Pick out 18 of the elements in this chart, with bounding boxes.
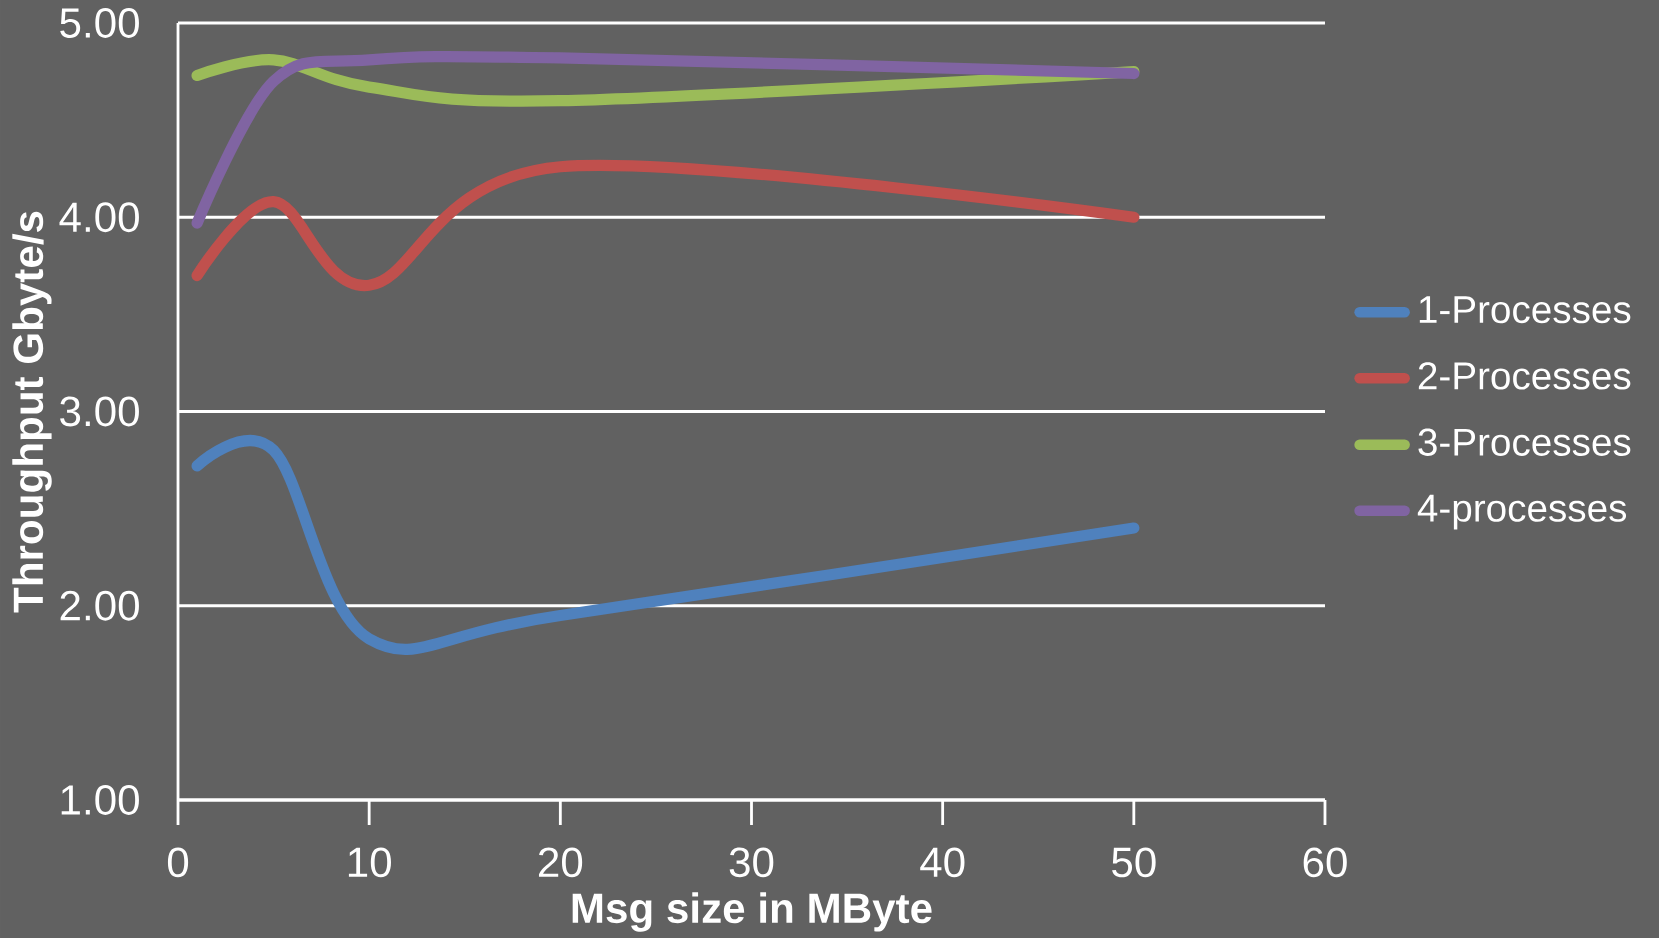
- y-tick-label: 4.00: [59, 202, 139, 233]
- x-axis-title: Msg size in MByte: [572, 892, 932, 932]
- y-tick-label: 3.00: [60, 396, 139, 427]
- legend-label: 1-Processes: [1419, 296, 1631, 324]
- y-tick-label: 1.00: [61, 785, 139, 815]
- legend-label: 4-processes: [1417, 494, 1627, 530]
- legend-label: 2-Processes: [1418, 362, 1631, 390]
- x-tick-label: 60: [1303, 847, 1347, 878]
- y-tick-label: 5.00: [60, 8, 139, 38]
- x-tick-label: 0: [167, 847, 189, 878]
- x-tick-label: 20: [538, 847, 583, 878]
- x-tick-label: 30: [729, 847, 774, 878]
- y-axis-title: Throughput Gbyte/s: [12, 211, 52, 613]
- x-tick-label: 10: [348, 847, 391, 878]
- legend-label: 3-Processes: [1418, 428, 1631, 456]
- y-tick-label: 2.00: [60, 590, 139, 621]
- x-tick-label: 50: [1112, 847, 1156, 878]
- x-tick-label: 40: [920, 847, 965, 878]
